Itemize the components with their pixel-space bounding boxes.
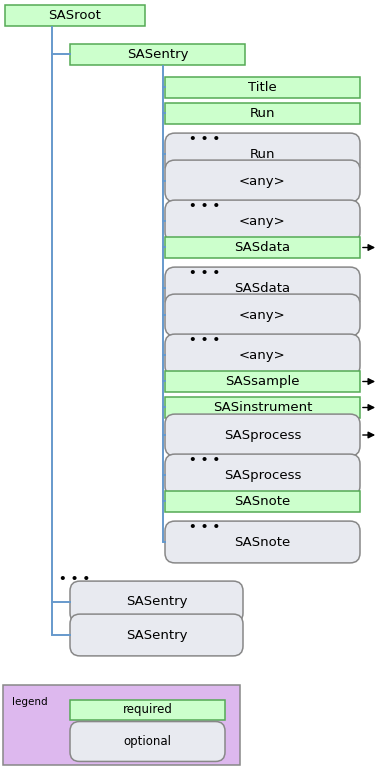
Text: SASprocess: SASprocess [224,469,301,482]
Text: SASentry: SASentry [126,628,187,641]
FancyBboxPatch shape [165,371,360,392]
FancyBboxPatch shape [3,685,240,765]
Text: • • •: • • • [189,454,221,467]
Text: • • •: • • • [189,133,221,146]
Text: • • •: • • • [189,200,221,213]
Text: SASprocess: SASprocess [224,429,301,442]
Text: SASdata: SASdata [234,241,291,254]
Text: <any>: <any> [239,214,286,227]
FancyBboxPatch shape [70,581,243,623]
Text: SASnote: SASnote [234,536,291,548]
Text: SASentry: SASentry [127,48,188,61]
FancyBboxPatch shape [70,44,245,65]
Text: legend: legend [12,697,48,707]
Text: required: required [122,703,172,716]
FancyBboxPatch shape [5,5,145,26]
Text: Run: Run [250,147,275,160]
FancyBboxPatch shape [165,133,360,175]
Text: SASinstrument: SASinstrument [213,401,312,414]
FancyBboxPatch shape [165,103,360,124]
FancyBboxPatch shape [165,454,360,496]
Text: SASnote: SASnote [234,495,291,508]
FancyBboxPatch shape [165,397,360,418]
FancyBboxPatch shape [165,160,360,202]
Text: <any>: <any> [239,174,286,187]
Text: SASsample: SASsample [225,375,300,388]
Text: SASentry: SASentry [126,595,187,608]
Text: Run: Run [250,107,275,120]
Text: <any>: <any> [239,348,286,362]
Text: • • •: • • • [189,267,221,280]
Text: <any>: <any> [239,308,286,322]
Text: • • •: • • • [59,573,90,586]
FancyBboxPatch shape [165,200,360,242]
Text: SASroot: SASroot [49,9,101,22]
FancyBboxPatch shape [165,267,360,309]
FancyBboxPatch shape [165,521,360,563]
FancyBboxPatch shape [165,334,360,376]
Text: • • •: • • • [189,334,221,347]
FancyBboxPatch shape [165,491,360,512]
FancyBboxPatch shape [165,414,360,456]
FancyBboxPatch shape [165,237,360,258]
Text: • • •: • • • [189,521,221,534]
FancyBboxPatch shape [70,722,225,762]
FancyBboxPatch shape [70,700,225,720]
FancyBboxPatch shape [70,614,243,656]
Text: SASdata: SASdata [234,281,291,295]
Text: Title: Title [248,81,277,94]
Text: optional: optional [124,735,171,748]
FancyBboxPatch shape [165,77,360,98]
FancyBboxPatch shape [165,294,360,336]
